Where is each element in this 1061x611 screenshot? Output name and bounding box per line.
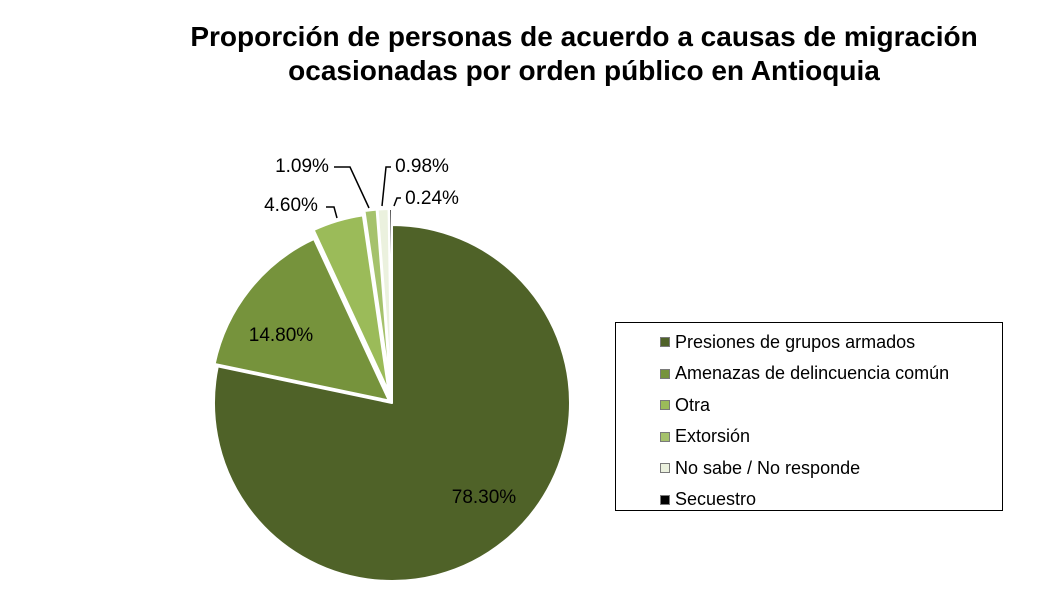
legend-label: Presiones de grupos armados — [675, 331, 916, 352]
chart-title: Proporción de personas de acuerdo a caus… — [0, 20, 1061, 88]
leader-line-no-sabe-no-responde — [381, 166, 391, 207]
leader-line-extorsion — [334, 166, 370, 209]
data-label-otra: 4.60% — [264, 195, 318, 216]
pie-slice-secuestro — [388, 208, 393, 388]
pie-slice-extorsion — [363, 208, 392, 389]
legend-item-amenazas-delincuencia: Amenazas de delincuencia común — [660, 363, 949, 385]
data-label-extorsion: 1.09% — [275, 156, 329, 177]
legend-swatch — [660, 431, 670, 442]
chart-legend: Presiones de grupos armados Amenazas de d… — [615, 322, 1003, 511]
leader-line-secuestro — [393, 197, 401, 207]
legend-swatch — [660, 337, 670, 347]
legend-swatch — [660, 463, 670, 473]
legend-item-presiones-grupos-armados: Presiones de grupos armados — [660, 331, 915, 353]
data-label-presiones-grupos-armados: 78.30% — [452, 487, 517, 508]
leader-line-otra — [326, 206, 338, 219]
data-label-secuestro: 0.24% — [405, 188, 459, 209]
legend-label: Extorsión — [675, 426, 751, 446]
legend-label: No sabe / No responde — [675, 457, 861, 478]
legend-label: Secuestro — [675, 489, 757, 509]
pie-slice-amenazas-delincuencia — [213, 238, 390, 402]
pie-slice-presiones-grupos-armados — [213, 224, 571, 582]
legend-item-otra: Otra — [660, 394, 710, 416]
legend-swatch — [660, 494, 670, 505]
chart-title-line-2: ocasionadas por orden público en Antioqu… — [288, 55, 880, 86]
legend-swatch — [660, 400, 670, 410]
chart-title-line-1: Proporción de personas de acuerdo a caus… — [190, 21, 978, 52]
legend-label: Amenazas de delincuencia común — [675, 363, 950, 383]
pie-slice-otra — [312, 214, 390, 393]
legend-item-no-sabe-no-responde: No sabe / No responde — [660, 457, 860, 479]
legend-label: Otra — [675, 394, 711, 415]
legend-item-secuestro: Secuestro — [660, 489, 756, 511]
legend-item-extorsion: Extorsión — [660, 426, 750, 448]
legend-swatch — [660, 368, 670, 379]
data-label-no-sabe-no-responde: 0.98% — [395, 156, 449, 177]
data-label-amenazas-delincuencia: 14.80% — [249, 325, 314, 346]
